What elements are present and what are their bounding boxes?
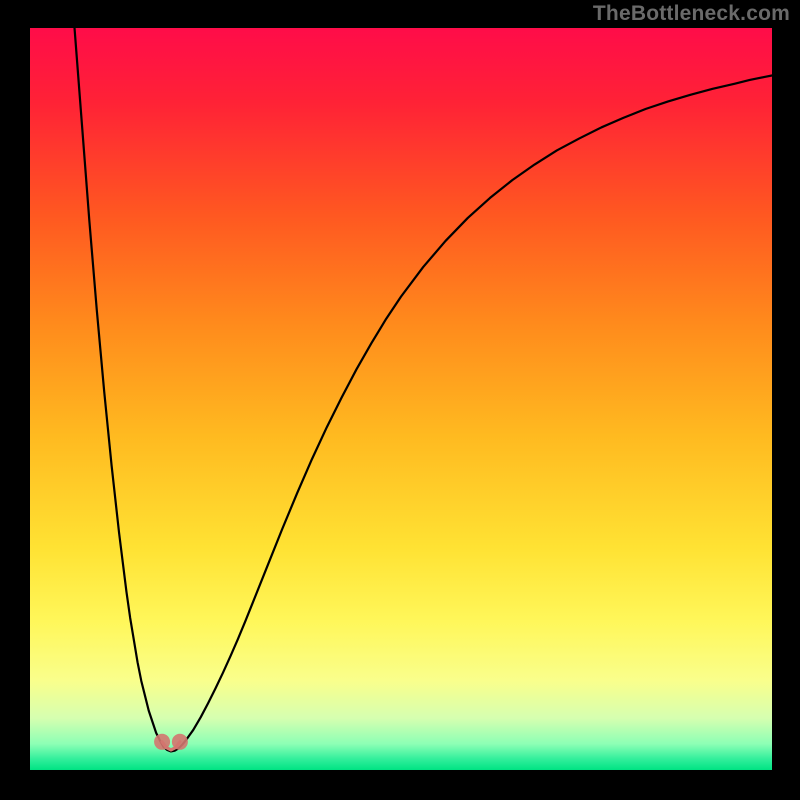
bottleneck-chart [30, 28, 772, 770]
heat-gradient-background [30, 28, 772, 770]
optimal-point-marker [172, 734, 188, 750]
watermark-label: TheBottleneck.com [593, 2, 790, 26]
figure-stage: TheBottleneck.com [0, 0, 800, 800]
plot-area [30, 28, 772, 770]
optimal-point-marker [154, 734, 170, 750]
